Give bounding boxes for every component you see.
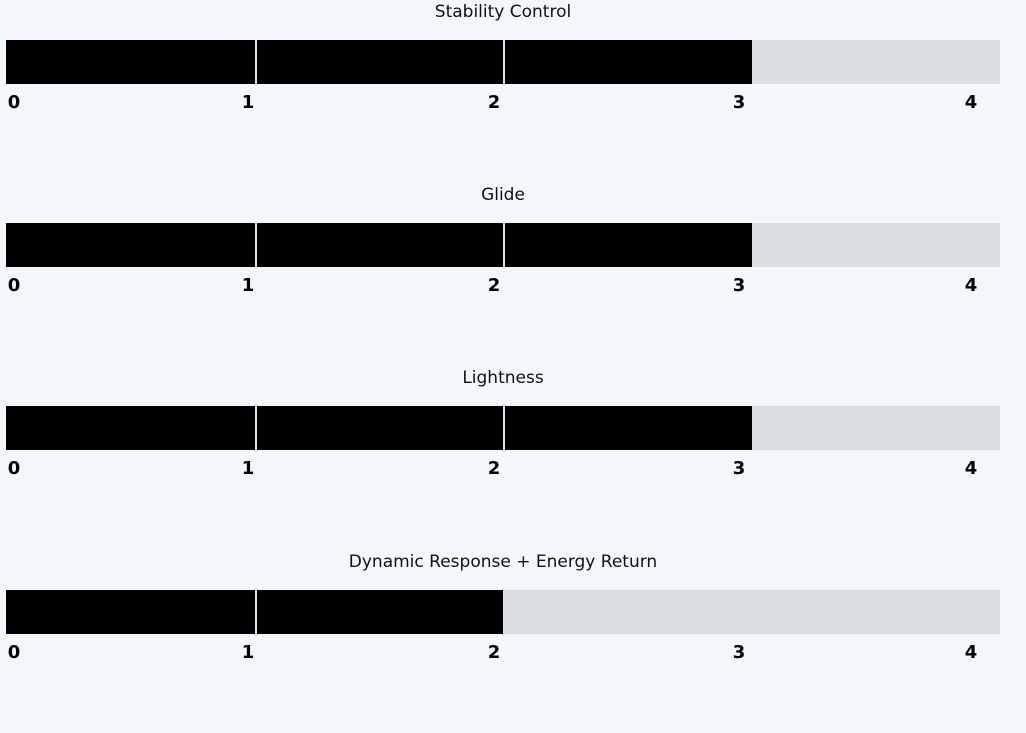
rating-title: Glide [481,185,525,205]
tick-label: 3 [732,275,746,296]
rating-bar-segment [6,223,255,267]
rating-panel: Glide 0 1 2 3 4 [0,183,1026,366]
rating-bar-segment [6,590,255,634]
rating-bar-segment [6,40,255,84]
rating-bar-segment [256,40,503,84]
tick-label: 3 [732,92,746,113]
tick-label: 3 [732,642,746,663]
tick-label: 1 [241,642,255,663]
rating-title: Dynamic Response + Energy Return [348,552,658,572]
tick-label: 0 [7,92,21,113]
rating-bar-segment [505,223,752,267]
tick-label: 1 [241,458,255,479]
tick-label: 3 [732,458,746,479]
rating-bar-segment [505,406,752,450]
rating-bar-segment [256,406,503,450]
rating-track [6,406,1000,450]
rating-track [6,590,1000,634]
rating-track [6,40,1000,84]
tick-label: 4 [964,275,978,296]
tick-label: 4 [964,92,978,113]
tick-label: 2 [487,92,501,113]
tick-label: 0 [7,642,21,663]
rating-panel: Dynamic Response + Energy Return 0 1 2 3 4 [0,550,1026,733]
rating-title: Stability Control [434,2,572,22]
rating-bar-segment [6,406,255,450]
rating-track [6,223,1000,267]
tick-label: 4 [964,642,978,663]
tick-label: 0 [7,275,21,296]
rating-panel: Lightness 0 1 2 3 4 [0,366,1026,549]
tick-label: 0 [7,458,21,479]
rating-title: Lightness [462,368,544,388]
tick-label: 2 [487,458,501,479]
tick-label: 1 [241,275,255,296]
rating-bar-segment [256,590,503,634]
tick-label: 1 [241,92,255,113]
tick-label: 2 [487,642,501,663]
tick-label: 4 [964,458,978,479]
rating-bar-segment [256,223,503,267]
rating-panel: Stability Control 0 1 2 3 4 [0,0,1026,183]
rating-bar-segment [505,40,752,84]
tick-label: 2 [487,275,501,296]
